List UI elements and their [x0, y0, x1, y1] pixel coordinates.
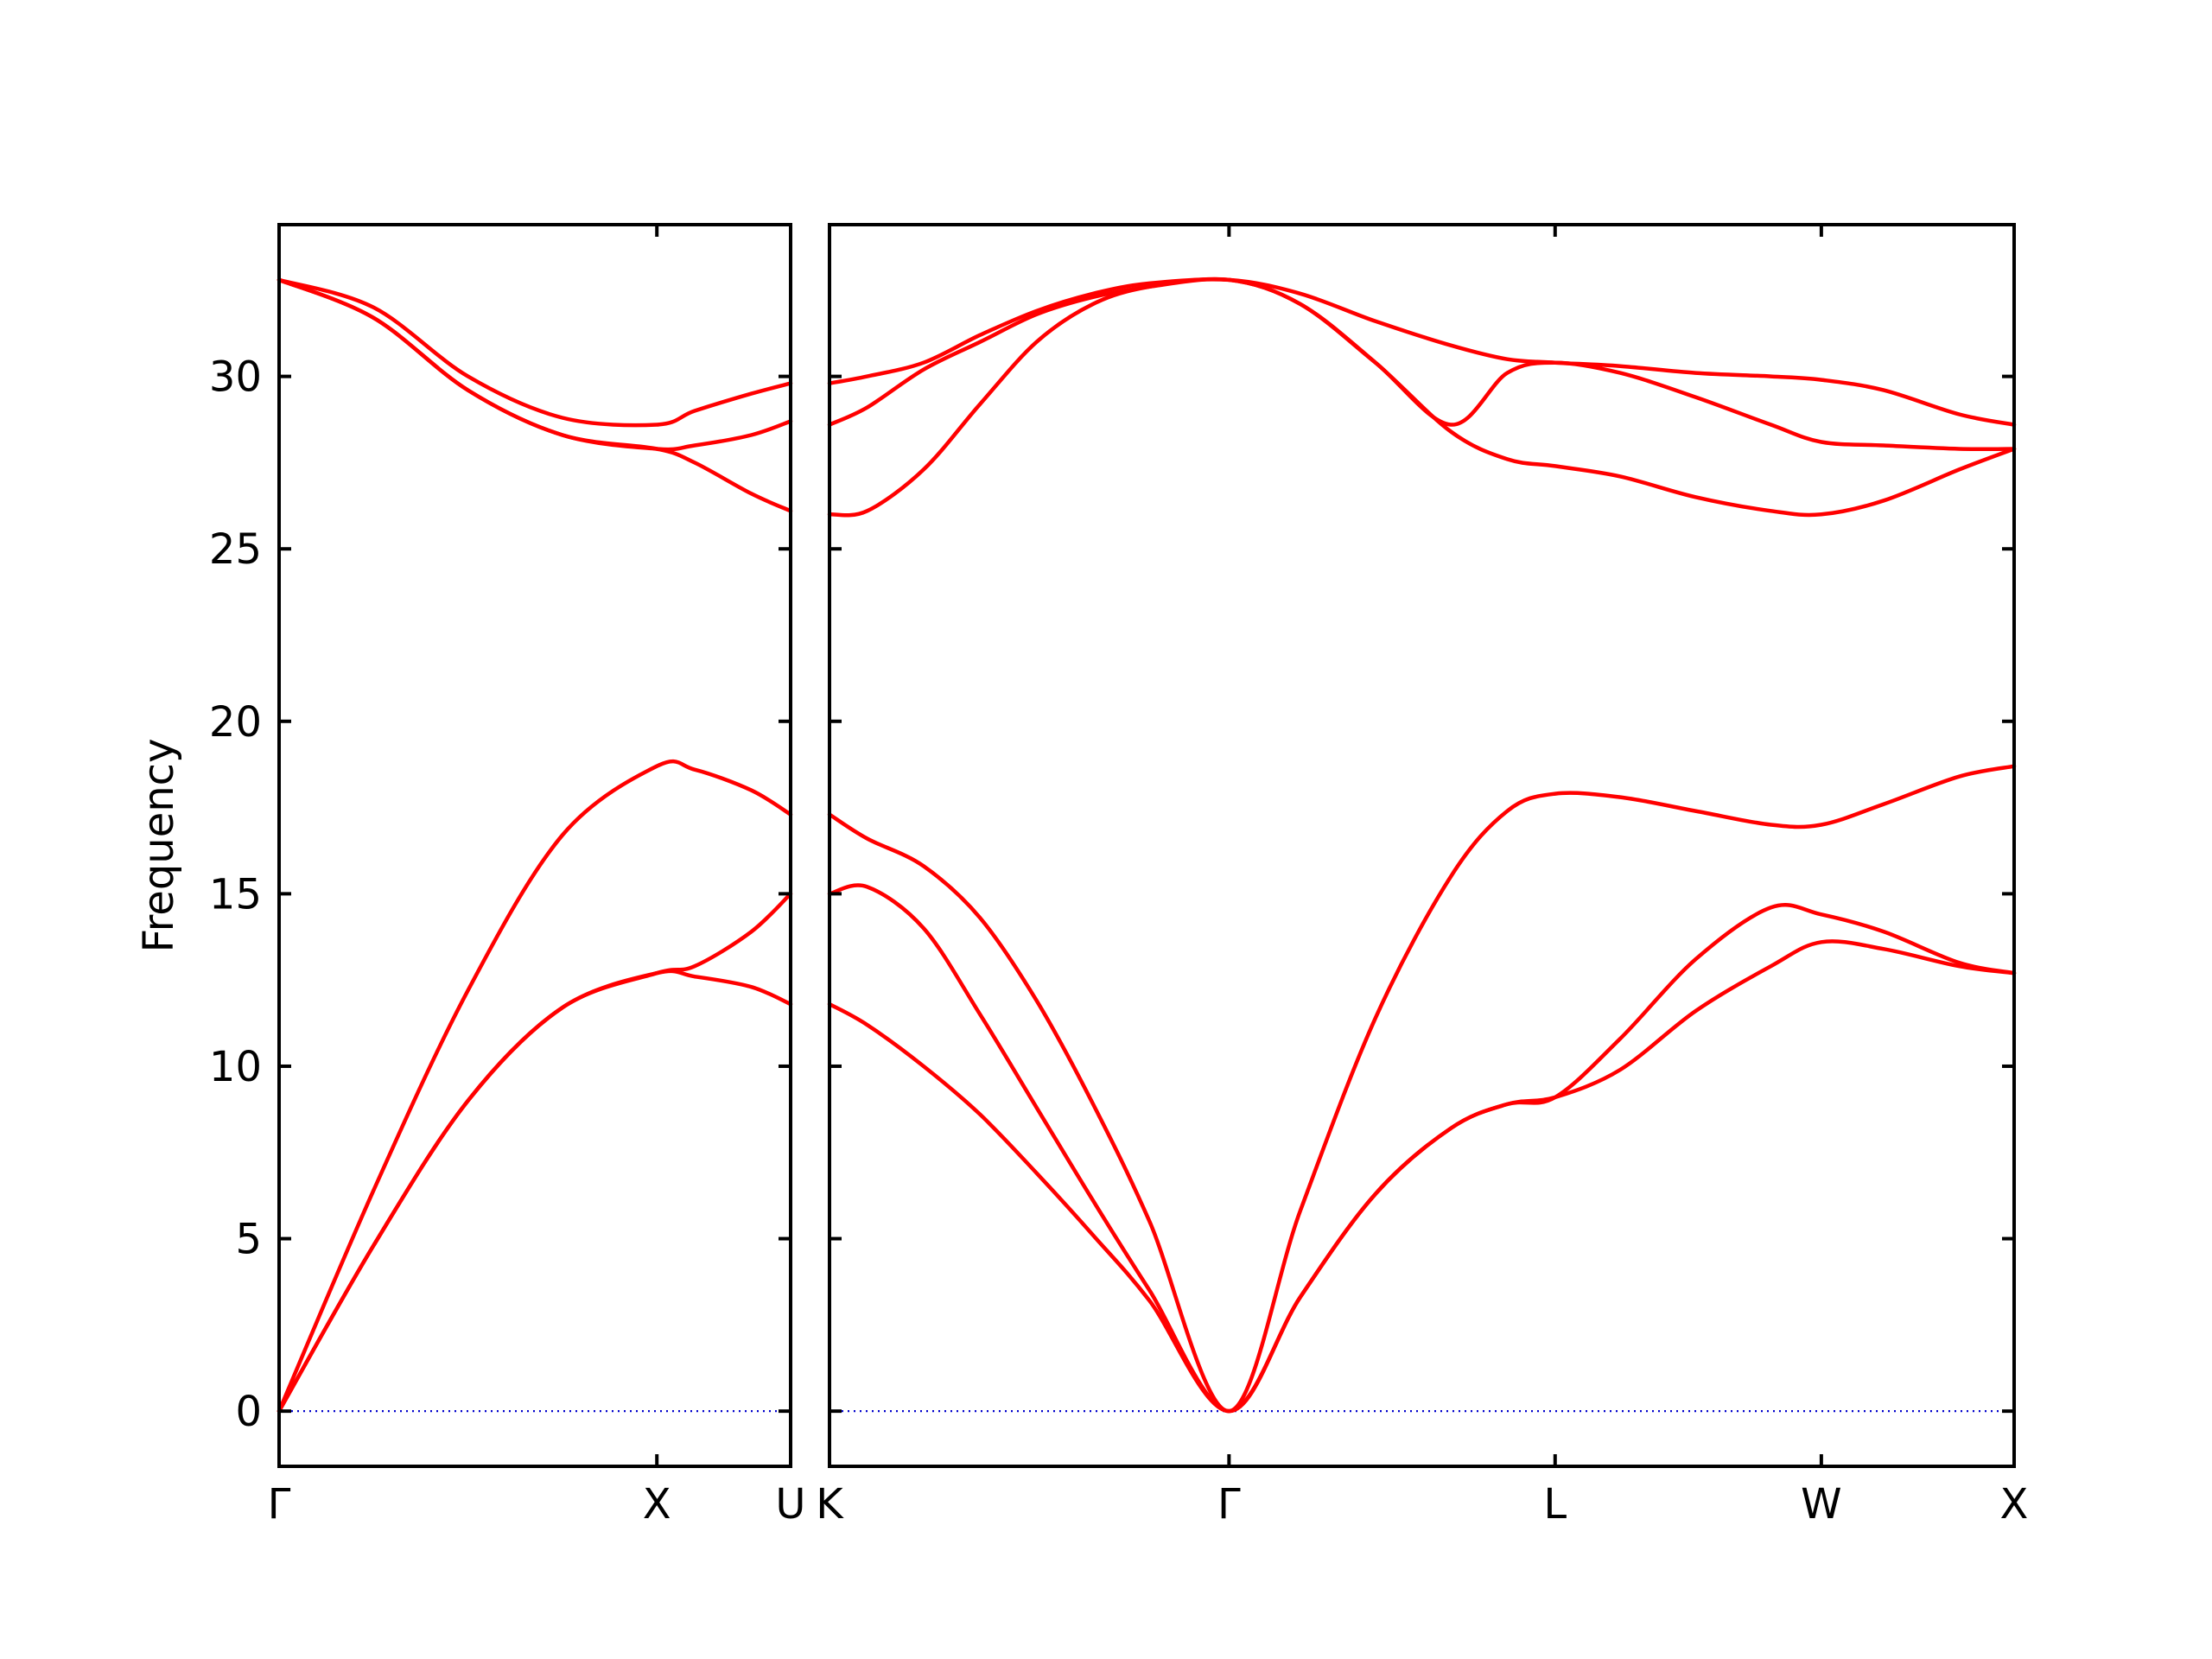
band-line-1 [276, 759, 793, 1414]
panel-1: 0 5 10 15 20 25 30 Γ X U [209, 223, 806, 1529]
x-tick-label: Γ [268, 1480, 291, 1529]
y-tick-label: 5 [235, 1216, 262, 1264]
band-line-1 [827, 764, 2017, 1414]
x-tick-label: U [775, 1480, 805, 1529]
band-line-5 [827, 276, 2017, 518]
x-tick-label: X [643, 1480, 671, 1529]
x-tick-label: W [1801, 1480, 1841, 1529]
panel-frame [828, 223, 2016, 1468]
y-tick-label: 15 [209, 870, 262, 918]
y-axis-label: Frequency [135, 739, 183, 953]
x-tick-label: K [816, 1480, 844, 1529]
y-tick-label: 25 [209, 525, 262, 574]
y-tick-label: 10 [209, 1043, 262, 1091]
band-line-6 [827, 276, 2017, 518]
band-line-4 [276, 277, 793, 428]
band-line-2 [276, 892, 793, 1414]
band-line-4 [827, 277, 2017, 427]
y-tick-label: 20 [209, 698, 262, 747]
y-tick-label: 30 [209, 353, 262, 402]
x-tick-label: L [1543, 1480, 1567, 1529]
x-tick-label: X [2000, 1480, 2029, 1529]
band-line-3 [276, 969, 793, 1414]
band-line-3 [827, 939, 2017, 1414]
x-tick-label: Γ [1217, 1480, 1241, 1529]
panel-frame [277, 223, 792, 1468]
band-line-6 [276, 277, 793, 513]
y-tick-label: 0 [235, 1388, 262, 1436]
